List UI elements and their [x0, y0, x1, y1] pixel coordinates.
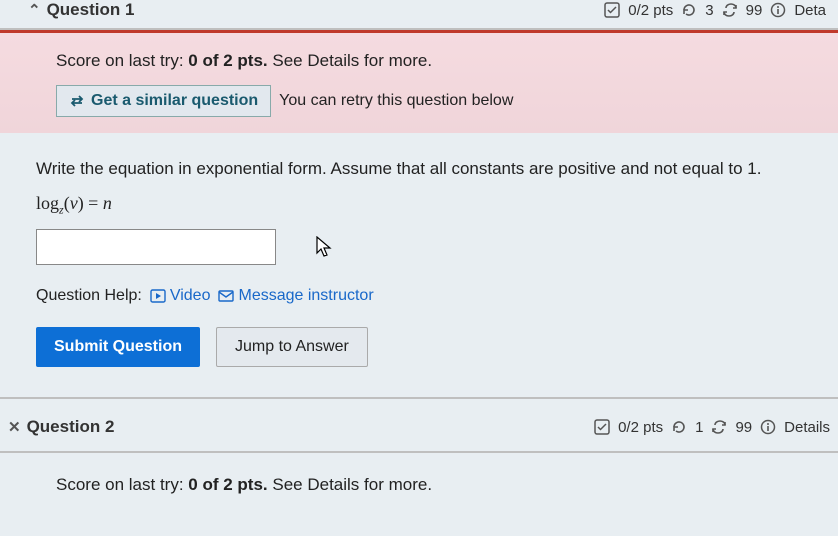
- question-equation: logz(v) = n: [36, 193, 816, 218]
- remaining-text: 99: [746, 2, 763, 19]
- question-2-meta: 0/2 pts 1 99 Details: [594, 419, 830, 436]
- swap-icon: [69, 93, 85, 109]
- video-link[interactable]: Video: [150, 287, 211, 305]
- mail-icon: [218, 289, 234, 303]
- score-bold: 0 of 2 pts.: [188, 51, 267, 70]
- tries-text: 1: [695, 419, 703, 436]
- question-1-title: ⌃ Question 1: [28, 0, 134, 20]
- score-suffix: See Details for more.: [268, 475, 432, 494]
- get-similar-question-button[interactable]: Get a similar question: [56, 85, 271, 117]
- question-1-title-text: Question 1: [47, 0, 135, 20]
- collapse-icon[interactable]: ⌃: [28, 1, 41, 19]
- video-icon: [150, 289, 166, 303]
- message-label: Message instructor: [238, 287, 373, 305]
- jump-to-answer-button[interactable]: Jump to Answer: [216, 327, 368, 367]
- cycle-icon: [722, 2, 738, 18]
- points-text: 0/2 pts: [628, 2, 673, 19]
- details-link[interactable]: Details: [784, 419, 830, 436]
- question-2-header: ✕ Question 2 0/2 pts 1 99 Details: [0, 399, 838, 453]
- score-text: Score on last try: 0 of 2 pts. See Detai…: [56, 51, 816, 71]
- tries-text: 3: [705, 2, 713, 19]
- score-prefix: Score on last try:: [56, 475, 188, 494]
- close-icon[interactable]: ✕: [8, 418, 21, 436]
- retry-icon: [671, 419, 687, 435]
- eq-rhs: n: [103, 193, 112, 213]
- question-1-meta: 0/2 pts 3 99 Deta: [604, 2, 826, 19]
- answer-input[interactable]: [36, 229, 276, 265]
- remaining-text: 99: [735, 419, 752, 436]
- help-label: Question Help:: [36, 287, 142, 305]
- points-text: 0/2 pts: [618, 419, 663, 436]
- cycle-icon: [711, 419, 727, 435]
- retry-icon: [681, 2, 697, 18]
- eq-arg: v: [70, 193, 78, 213]
- score-suffix: See Details for more.: [268, 51, 432, 70]
- retry-text: You can retry this question below: [279, 92, 513, 110]
- eq-base: z: [59, 202, 64, 216]
- submit-question-button[interactable]: Submit Question: [36, 327, 200, 367]
- checkbox-icon: [594, 419, 610, 435]
- question-1-header: ⌃ Question 1 0/2 pts 3 99 Deta: [0, 0, 838, 30]
- help-row: Question Help: Video Message instructor: [36, 287, 816, 305]
- message-instructor-link[interactable]: Message instructor: [218, 287, 373, 305]
- score-bold: 0 of 2 pts.: [188, 475, 267, 494]
- question-prompt: Write the equation in exponential form. …: [36, 157, 816, 181]
- info-icon[interactable]: [760, 419, 776, 435]
- question-2-title-text: Question 2: [27, 417, 115, 437]
- checkbox-icon: [604, 2, 620, 18]
- details-link[interactable]: Deta: [794, 2, 826, 19]
- question-2-title: ✕ Question 2: [8, 417, 114, 437]
- video-label: Video: [170, 287, 211, 305]
- similar-button-label: Get a similar question: [91, 92, 258, 110]
- question-2-score-banner: Score on last try: 0 of 2 pts. See Detai…: [0, 453, 838, 511]
- score-banner: Score on last try: 0 of 2 pts. See Detai…: [0, 30, 838, 133]
- info-icon[interactable]: [770, 2, 786, 18]
- score-prefix: Score on last try:: [56, 51, 188, 70]
